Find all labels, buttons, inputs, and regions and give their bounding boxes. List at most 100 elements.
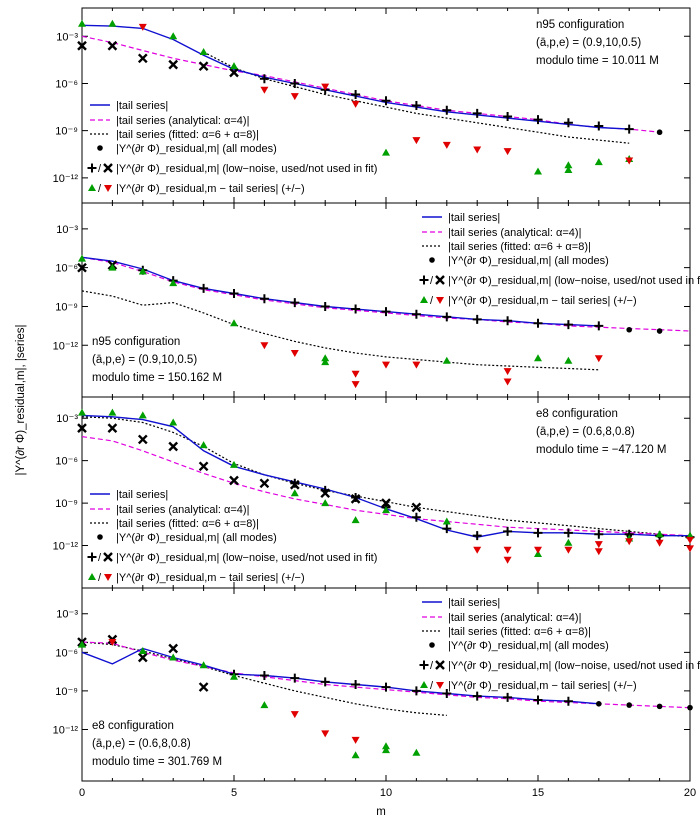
point-diff-negative: [351, 100, 360, 108]
point-low-noise-used: [442, 524, 452, 534]
legend: |tail series| |tail series (analytical: α…: [87, 100, 377, 195]
point-low-noise-unused: [198, 682, 209, 692]
legend-slash: /: [98, 552, 102, 564]
point-diff-positive: [290, 489, 299, 497]
legend-key-low-noise-unused: [103, 552, 113, 562]
point-low-noise-used: [290, 298, 300, 308]
point-diff-positive: [169, 32, 178, 40]
point-low-noise-used: [259, 294, 269, 304]
point-low-noise-used: [442, 689, 452, 699]
point-diff-positive: [442, 356, 451, 364]
point-diff-positive: [138, 411, 147, 419]
point-low-noise-unused: [77, 423, 87, 433]
config-annotation: e8 configuration (ā,p,e) = (0.6,8,0.8) mod…: [92, 720, 222, 768]
legend-label-tail: |tail series|: [448, 597, 500, 609]
point-all-modes: [626, 326, 632, 333]
point-diff-positive: [321, 499, 330, 507]
point-low-noise-used: [533, 115, 543, 125]
config-annotation: e8 configuration (ā,p,e) = (0.6,8,0.8) mod…: [536, 408, 666, 456]
point-diff-positive: [655, 530, 664, 538]
point-diff-positive: [230, 460, 238, 468]
point-diff-positive: [230, 672, 238, 680]
legend-key-all-modes: [429, 257, 435, 263]
y-axis-label: |Υ^(∂r Φ)_residual,m|, |series|: [15, 324, 27, 475]
point-low-noise-used: [411, 309, 421, 319]
legend-label-tail: |tail series|: [448, 212, 500, 224]
legend-key-diff-positive: [88, 184, 96, 191]
point-low-noise-unused: [137, 652, 148, 663]
config-line: e8 configuration: [536, 408, 618, 420]
point-low-noise-used: [472, 108, 482, 118]
point-diff-positive: [108, 19, 117, 27]
legend-key-low-noise-used: [419, 275, 429, 285]
legend-key-diff-negative: [436, 682, 444, 689]
legend-label-diff: |Υ^(∂r Φ)_residual,m − tail series| (+/−…: [448, 295, 637, 307]
y-tick-label: 10⁻³: [56, 224, 78, 236]
legend-key-diff-positive: [420, 296, 428, 303]
point-low-noise-used: [533, 318, 543, 328]
point-low-noise-unused: [229, 67, 239, 78]
point-low-noise-used: [442, 105, 452, 115]
legend-key-low-noise-unused: [435, 660, 445, 670]
point-low-noise-used: [442, 312, 452, 322]
x-axis-label: m: [376, 806, 386, 818]
point-low-noise-used: [594, 529, 604, 539]
point-diff-positive: [169, 418, 178, 426]
legend-key-low-noise-used: [87, 552, 97, 562]
legend-label-allmodes: |Υ^(∂r Φ)_residual,m| (all modes): [116, 143, 277, 155]
point-low-noise-unused: [198, 61, 209, 72]
point-diff-positive: [564, 161, 573, 169]
point-low-noise-unused: [168, 441, 179, 452]
point-low-noise-unused: [289, 479, 300, 490]
point-diff-negative: [473, 146, 482, 154]
legend-key-diff-positive: [88, 573, 96, 580]
point-low-noise-used: [503, 526, 513, 536]
point-diff-positive: [534, 167, 542, 175]
point-diff-negative: [503, 148, 512, 156]
config-line: modulo time = −47.120 M: [536, 444, 666, 456]
point-diff-negative: [503, 556, 512, 564]
legend-key-all-modes: [429, 642, 435, 648]
point-diff-negative: [321, 730, 330, 738]
point-low-noise-used: [472, 531, 482, 541]
point-diff-negative: [442, 141, 451, 149]
point-diff-positive: [78, 19, 86, 27]
legend-key-diff-positive: [420, 681, 428, 688]
point-low-noise-used: [472, 314, 482, 324]
point-low-noise-unused: [350, 494, 361, 504]
point-diff-positive: [594, 158, 603, 166]
point-low-noise-used: [320, 301, 330, 311]
point-low-noise-used: [351, 89, 361, 99]
chart-panel-3: 10⁻³ 10⁻⁶ 10⁻⁹ 10⁻¹² e8 configuration (ā,p,e)…: [53, 396, 695, 589]
point-low-noise-used: [563, 320, 573, 330]
legend: |tail series| |tail series (analytical: α…: [87, 489, 377, 584]
y-tick-label: 10⁻⁹: [55, 686, 78, 698]
point-diff-negative: [138, 23, 147, 31]
point-diff-negative: [351, 381, 360, 389]
config-line: n95 configuration: [536, 19, 624, 31]
point-diff-negative: [351, 736, 360, 744]
legend-label-lownoise: |Υ^(∂r Φ)_residual,m| (low−noise, used/n…: [448, 660, 700, 672]
y-tick-label: 10⁻¹²: [53, 541, 79, 553]
point-low-noise-used: [259, 74, 269, 84]
y-tick-label: 10⁻⁶: [55, 263, 78, 275]
y-tick-label: 10⁻⁹: [55, 301, 78, 313]
legend-label-allmodes: |Υ^(∂r Φ)_residual,m| (all modes): [448, 640, 609, 652]
point-diff-negative: [382, 361, 390, 369]
point-low-noise-unused: [259, 478, 270, 489]
point-low-noise-used: [320, 677, 330, 687]
point-all-modes: [656, 703, 663, 710]
series-line-fitted: [81, 416, 691, 538]
point-low-noise-used: [411, 686, 421, 696]
point-diff-negative: [594, 355, 603, 363]
x-axis: m 0 5 10 15 20: [79, 787, 696, 818]
point-diff-positive: [138, 267, 147, 275]
point-diff-positive: [382, 742, 390, 750]
legend-label-fitted: |tail series (fitted: α=6 + α=8)|: [448, 626, 591, 638]
point-diff-positive: [382, 746, 390, 754]
point-low-noise-used: [503, 316, 513, 326]
legend-label-allmodes: |Υ^(∂r Φ)_residual,m| (all modes): [448, 255, 609, 267]
point-all-modes: [687, 704, 693, 711]
legend-key-low-noise-used: [87, 163, 97, 173]
legend: |tail series| |tail series (analytical: α…: [419, 212, 700, 307]
